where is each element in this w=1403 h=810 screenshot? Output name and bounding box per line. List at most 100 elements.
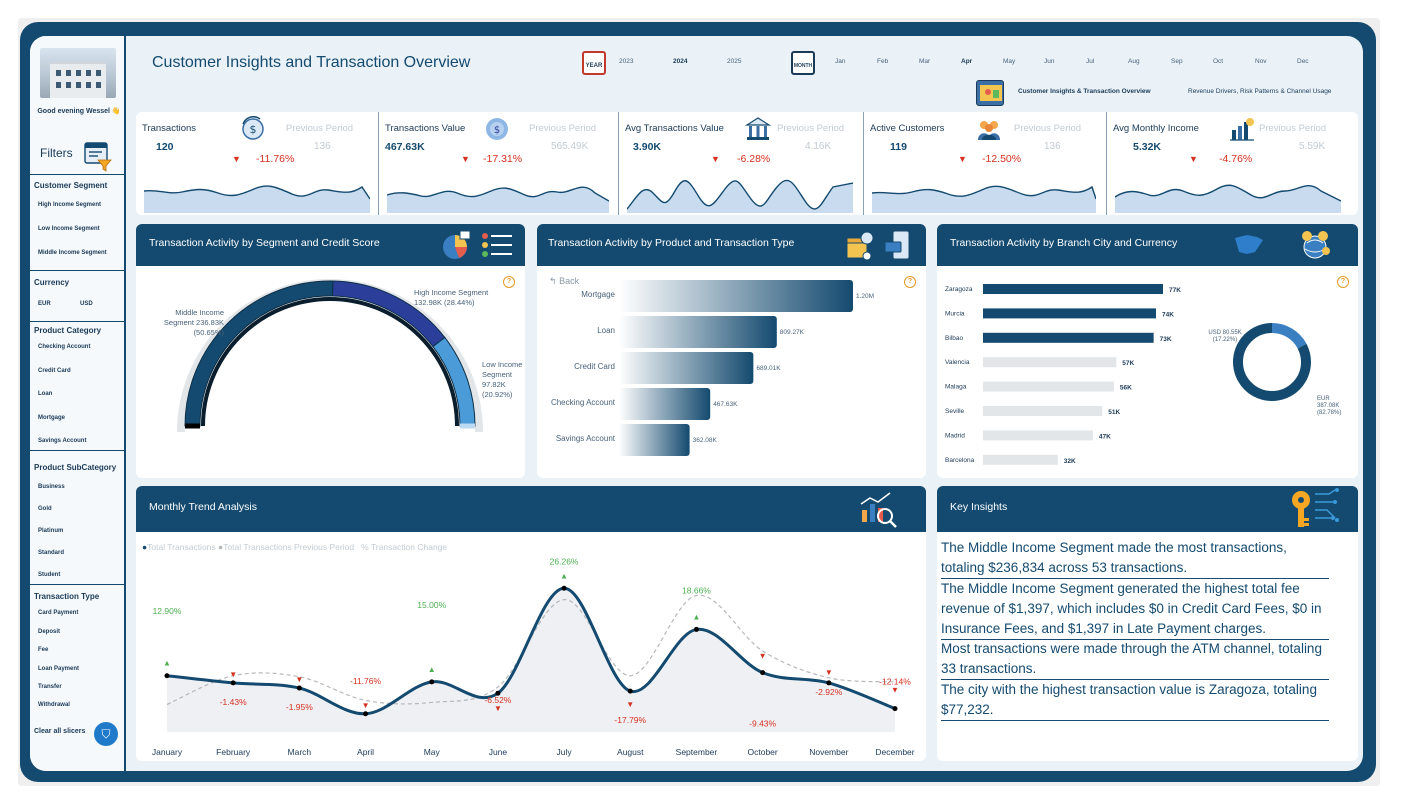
filter-option[interactable]: Loan — [38, 391, 53, 397]
product-bar[interactable] — [619, 352, 754, 384]
filter-option[interactable]: Card Payment — [38, 610, 79, 616]
product-bar[interactable] — [619, 424, 690, 456]
help-icon[interactable]: ? — [1337, 276, 1349, 288]
month-option[interactable]: Oct — [1213, 58, 1224, 65]
year-option-selected[interactable]: 2024 — [673, 58, 688, 65]
month-axis-label: November — [809, 747, 848, 757]
trend-point[interactable] — [561, 585, 567, 591]
dashboard-page-icon[interactable] — [976, 80, 1004, 106]
pct-change-label: -1.43% — [220, 697, 247, 707]
nav-link-customer-insights[interactable]: Customer Insights & Transaction Overview — [1018, 88, 1151, 95]
filter-option[interactable]: Transfer — [38, 684, 62, 690]
month-option[interactable]: Feb — [877, 58, 889, 65]
branch-bar[interactable] — [983, 284, 1163, 294]
back-button[interactable]: ↰ Back — [549, 276, 579, 287]
branch-bar[interactable] — [983, 381, 1114, 392]
filter-option[interactable]: Savings Account — [38, 438, 87, 444]
clear-all-slicers-button[interactable]: Clear all slicers — [34, 728, 86, 735]
clear-filter-icon[interactable]: ⛉ — [94, 722, 118, 746]
filter-option[interactable]: EUR — [38, 301, 51, 307]
filter-option[interactable]: Business — [38, 484, 65, 490]
filters-title: Filters — [40, 146, 73, 160]
filter-transaction-type: Transaction Type Card Payment Deposit Fe… — [30, 584, 126, 720]
branch-bar[interactable] — [983, 406, 1103, 416]
gauge-segment[interactable] — [184, 280, 334, 427]
trend-point[interactable] — [693, 626, 699, 632]
monthly-trend-chart: January ▲ 12.90% February ▼ -1.43% March ▼ -1.95… — [152, 556, 915, 757]
bar-value-label: 1.20M — [856, 293, 874, 300]
help-icon[interactable]: ? — [503, 276, 515, 288]
product-box-icon — [846, 231, 874, 261]
nav-link-revenue-drivers[interactable]: Revenue Drivers, Risk Patterns & Channel… — [1188, 88, 1332, 95]
trend-legend: ●Total Transactions ●Total Transactions … — [142, 542, 447, 552]
filter-option[interactable]: Checking Account — [38, 344, 91, 350]
branch-bar[interactable] — [983, 308, 1156, 319]
trend-point[interactable] — [495, 690, 501, 696]
trend-point[interactable] — [627, 688, 633, 694]
branch-bar[interactable] — [983, 332, 1154, 343]
kpi-label: Avg Monthly Income — [1113, 123, 1199, 134]
trend-point[interactable] — [826, 680, 832, 686]
donut-slice[interactable] — [1233, 323, 1311, 401]
bar-category-label: Checking Account — [551, 398, 616, 407]
product-bar[interactable] — [619, 280, 853, 312]
filter-option[interactable]: Platinum — [38, 528, 64, 534]
filter-list-icon — [84, 142, 112, 172]
product-bar[interactable] — [619, 316, 777, 348]
trend-point[interactable] — [892, 706, 898, 712]
gauge-label-name: High Income Segment — [414, 288, 489, 297]
insight-item: The Middle Income Segment made the most … — [941, 538, 1329, 579]
filter-option[interactable]: Low Income Segment — [38, 226, 100, 232]
filter-option[interactable]: Standard — [38, 550, 65, 556]
month-option[interactable]: May — [1003, 58, 1016, 65]
bar-category-label: Credit Card — [574, 362, 615, 371]
month-option[interactable]: Sep — [1171, 58, 1183, 65]
help-icon[interactable]: ? — [904, 276, 916, 288]
trend-point[interactable] — [230, 680, 236, 686]
month-option[interactable]: Jan — [835, 58, 846, 65]
product-bar[interactable] — [619, 388, 711, 420]
insight-item: Most transactions were made through the … — [941, 639, 1329, 680]
filter-option[interactable]: High Income Segment — [38, 202, 102, 208]
sidebar: Good evening Wessel 👋 Filters Customer S… — [30, 36, 126, 771]
product-panel: Transaction Activity by Product and Tran… — [537, 224, 926, 478]
dashboard-page-icon-graphic — [980, 85, 1002, 101]
month-option[interactable]: Jul — [1086, 58, 1095, 65]
insight-item: The Middle Income Segment generated the … — [941, 579, 1329, 640]
svg-text:$: $ — [250, 123, 257, 136]
filter-option[interactable]: Fee — [38, 647, 49, 653]
filter-option[interactable]: USD — [80, 301, 93, 307]
filter-option[interactable]: Loan Payment — [38, 666, 80, 672]
filter-option[interactable]: Student — [38, 572, 61, 578]
filter-option[interactable]: Deposit — [38, 629, 61, 635]
filter-option[interactable]: Withdrawal — [38, 702, 70, 708]
trend-point[interactable] — [164, 673, 170, 679]
filter-option[interactable]: Credit Card — [38, 368, 71, 374]
filter-option[interactable]: Middle Income Segment — [38, 250, 107, 256]
year-option[interactable]: 2023 — [619, 58, 634, 65]
month-option[interactable]: Aug — [1128, 58, 1140, 65]
month-option[interactable]: Mar — [919, 58, 931, 65]
month-option-selected[interactable]: Apr — [961, 58, 973, 65]
trend-point[interactable] — [296, 685, 302, 691]
branch-bar[interactable] — [983, 430, 1093, 441]
branch-bar[interactable] — [983, 454, 1058, 465]
kpi-card-active-customers: Active Customers 119 Previous Period 136… — [864, 112, 1107, 215]
branch-bar[interactable] — [983, 357, 1117, 368]
down-triangle-icon: ▼ — [759, 652, 767, 661]
bar-category-label: Loan — [597, 326, 615, 335]
gauge-segment[interactable] — [432, 336, 476, 427]
filter-option[interactable]: Gold — [38, 506, 52, 512]
trend-point[interactable] — [760, 670, 766, 676]
month-option[interactable]: Nov — [1255, 58, 1267, 65]
trend-point[interactable] — [429, 679, 435, 685]
month-option[interactable]: Dec — [1297, 58, 1309, 65]
year-option[interactable]: 2025 — [727, 58, 742, 65]
trend-point[interactable] — [363, 711, 369, 717]
branch-city-label: Seville — [945, 408, 965, 415]
filter-product-category: Product Category Checking Account Credit… — [30, 321, 126, 450]
month-option[interactable]: Jun — [1044, 58, 1055, 65]
kpi-previous-label: Previous Period — [529, 123, 597, 134]
key-insights-panel: Key Insights The Middle Income Segment m… — [937, 486, 1358, 761]
filter-option[interactable]: Mortgage — [38, 415, 65, 421]
